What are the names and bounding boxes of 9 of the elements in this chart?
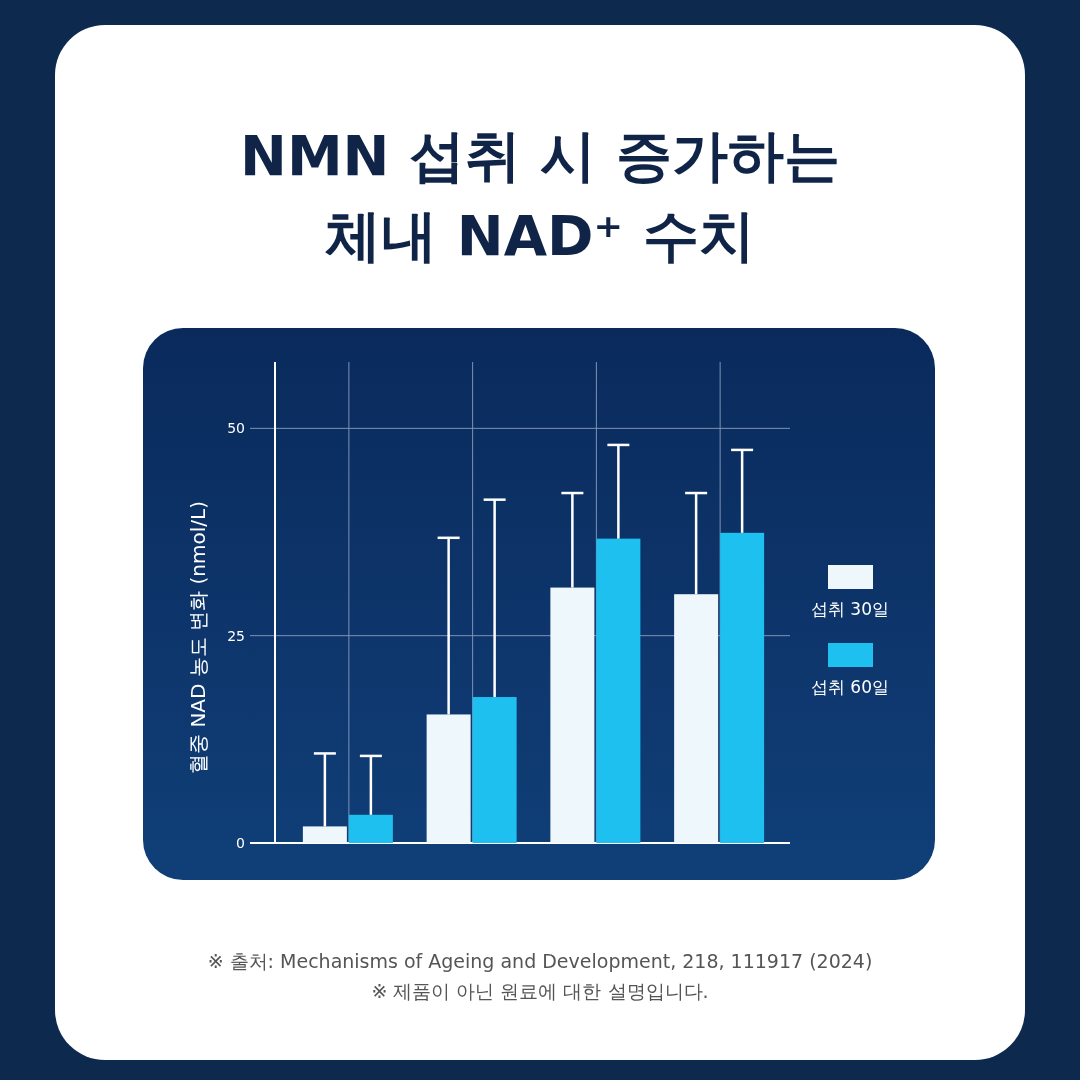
y-tick-label: 25 (227, 627, 245, 644)
y-tick-label: 0 (236, 834, 245, 851)
text: ※ 제품이 아닌 원료에 대한 설명입니다. (371, 980, 709, 1002)
legend-label: 섭취 30일 (810, 599, 890, 619)
legend-label: 섭취 60일 (810, 677, 890, 697)
text: ※ 출처: Mechanisms of Ageing and Development, 218, 111917 (2024) (207, 950, 873, 972)
y-axis-title: 혈중 NAD 농도 변화 (nmol/L) (186, 501, 210, 774)
y-tick-label: 50 (227, 420, 245, 437)
chart-title: NMN 섭취 시 증가하는 체내 NAD⁺ 수치 (240, 123, 840, 268)
